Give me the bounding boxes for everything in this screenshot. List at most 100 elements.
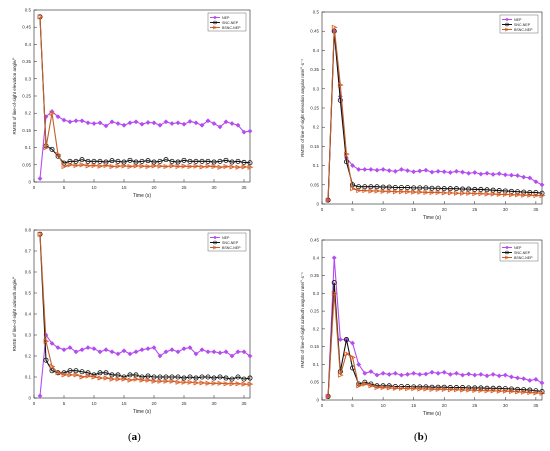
- data-point: [478, 387, 485, 394]
- data-point: [441, 169, 447, 175]
- data-point: [429, 386, 436, 392]
- y-tick-label: 0.05: [310, 380, 319, 385]
- data-point: [181, 157, 187, 163]
- data-point: [115, 351, 121, 357]
- legend-marker: [213, 25, 218, 30]
- data-point: [73, 372, 80, 378]
- data-point: [380, 184, 386, 190]
- data-point: [405, 184, 411, 190]
- data-point: [157, 122, 163, 128]
- data-point: [527, 189, 533, 195]
- y-tick-label: 0.1: [25, 145, 32, 150]
- y-tick-label: 0.2: [313, 125, 320, 130]
- data-point: [229, 376, 235, 382]
- x-tick-label: 5: [63, 401, 66, 406]
- data-point: [55, 370, 62, 376]
- data-point: [527, 175, 533, 181]
- data-point: [350, 354, 356, 360]
- data-point: [181, 375, 187, 381]
- series-line-bsnc-nep: [39, 234, 250, 385]
- data-point: [109, 372, 115, 378]
- data-point: [67, 372, 74, 378]
- data-point: [386, 184, 392, 190]
- y-tick-label: 0.3: [25, 76, 32, 81]
- data-point: [199, 380, 206, 386]
- data-point: [211, 380, 218, 386]
- data-point: [490, 191, 497, 197]
- data-point: [115, 163, 122, 169]
- x-tick-label: 20: [442, 207, 448, 212]
- data-point: [453, 186, 459, 192]
- data-point: [405, 168, 411, 174]
- data-point: [223, 349, 229, 355]
- data-point: [193, 158, 199, 164]
- series-nep: [325, 28, 545, 203]
- data-point: [453, 168, 459, 174]
- data-point: [484, 388, 491, 394]
- y-axis-label: RMSE of line-of-sight azimuth angular ra…: [300, 272, 305, 368]
- y-tick-label: 0.15: [310, 144, 319, 149]
- data-point: [163, 157, 169, 163]
- data-point: [163, 374, 169, 380]
- data-point: [199, 347, 205, 353]
- y-tick-label: 0.2: [25, 111, 32, 116]
- legend-label: SNC-NEP: [222, 21, 239, 25]
- data-point: [211, 121, 217, 127]
- data-point: [325, 197, 332, 203]
- y-axis-label: RMSE of line-of-sight elevation angular …: [300, 59, 305, 157]
- data-point: [539, 182, 545, 188]
- data-point: [121, 376, 128, 382]
- y-tick-label: 0.5: [25, 8, 32, 13]
- series-line-bsnc-nep: [327, 27, 542, 201]
- data-point: [223, 157, 229, 163]
- data-point: [145, 346, 151, 352]
- legend-label: NEP: [514, 246, 522, 250]
- data-point: [43, 338, 50, 344]
- data-point: [472, 186, 478, 192]
- x-tick-label: 5: [351, 403, 354, 408]
- data-point: [199, 122, 205, 128]
- data-point: [133, 376, 140, 382]
- data-point: [533, 192, 540, 199]
- data-point: [85, 163, 92, 169]
- data-point: [43, 144, 50, 151]
- data-point: [217, 124, 223, 130]
- data-point: [527, 377, 533, 383]
- y-tick-label: 0: [316, 398, 319, 403]
- data-point: [380, 188, 387, 194]
- data-point: [502, 372, 508, 378]
- data-point: [199, 164, 206, 170]
- data-point: [79, 162, 86, 168]
- data-point: [49, 110, 56, 116]
- chart-b-bottom: 0 5 10 15 20 25 30 35 0 0.05 0.1 0.15 0.2 0.25 0.3 0.35…: [300, 238, 546, 417]
- x-tick-label: 35: [241, 401, 247, 406]
- data-point: [121, 163, 128, 169]
- x-tick-label: 10: [91, 185, 97, 190]
- data-point: [521, 192, 528, 198]
- data-point: [115, 121, 121, 127]
- y-axis-label: RMSE of line-of-sight elevation angle/°: [12, 57, 17, 134]
- y-tick-label: 0.8: [25, 228, 32, 233]
- data-point: [539, 380, 545, 386]
- data-point: [533, 390, 540, 396]
- data-point: [447, 371, 453, 377]
- data-point: [490, 388, 497, 394]
- data-point: [447, 190, 454, 196]
- data-point: [193, 380, 200, 386]
- data-point: [460, 169, 466, 175]
- data-point: [343, 337, 349, 343]
- data-point: [484, 187, 490, 193]
- x-tick-label: 5: [63, 185, 66, 190]
- data-point: [502, 172, 508, 178]
- data-point: [163, 378, 170, 384]
- data-point: [447, 387, 454, 393]
- data-point: [466, 170, 472, 176]
- data-point: [235, 158, 241, 164]
- data-point: [423, 371, 429, 377]
- data-point: [368, 369, 374, 375]
- data-point: [115, 376, 122, 382]
- data-point: [187, 158, 193, 164]
- data-point: [435, 189, 442, 196]
- data-point: [229, 159, 235, 165]
